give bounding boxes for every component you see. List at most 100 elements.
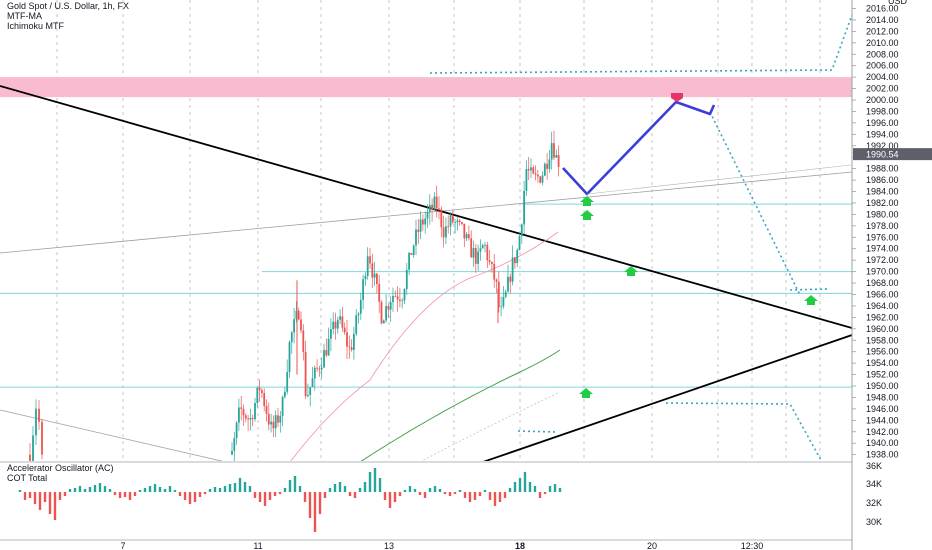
candle bbox=[249, 417, 252, 420]
histogram-bar bbox=[558, 488, 562, 492]
candle bbox=[233, 438, 236, 451]
trendline-thin bbox=[0, 409, 224, 461]
histogram-bar bbox=[113, 492, 117, 495]
histogram-bar bbox=[403, 490, 407, 492]
y-tick-label: 1960.00 bbox=[866, 324, 899, 334]
candle bbox=[504, 291, 507, 297]
histogram-bar bbox=[88, 487, 92, 492]
candle bbox=[362, 279, 364, 300]
y-tick-label: 1986.00 bbox=[866, 175, 899, 185]
histogram-bar bbox=[513, 482, 517, 492]
y-tick-label: 2002.00 bbox=[866, 84, 899, 94]
candle bbox=[481, 244, 484, 249]
histogram-bar bbox=[153, 484, 157, 492]
y-tick-label: 1954.00 bbox=[866, 358, 899, 368]
histogram-bar bbox=[228, 484, 232, 492]
forecast-dotted bbox=[789, 288, 829, 291]
candle bbox=[279, 415, 282, 423]
histogram-bar bbox=[53, 492, 57, 520]
histogram-bar bbox=[458, 490, 462, 492]
candles bbox=[29, 130, 560, 461]
y-tick-label: 2004.00 bbox=[866, 72, 899, 82]
y-tick-label: 2014.00 bbox=[866, 15, 899, 25]
histogram-bar bbox=[283, 488, 287, 492]
candle bbox=[488, 260, 491, 263]
y-tick-label: 1940.00 bbox=[866, 438, 899, 448]
y-tick-label: 1980.00 bbox=[866, 209, 899, 219]
histogram-bar bbox=[108, 489, 112, 492]
y-tick-label: 1946.00 bbox=[866, 404, 899, 414]
histogram-bar bbox=[413, 489, 417, 492]
candle bbox=[438, 208, 440, 210]
candle bbox=[557, 155, 560, 167]
histogram-bar bbox=[488, 492, 492, 500]
x-tick-label: 12:30 bbox=[741, 541, 764, 550]
histogram-bar bbox=[528, 482, 532, 492]
candle bbox=[426, 212, 429, 219]
arrow-up-icon bbox=[580, 210, 594, 220]
y-tick-label: 1994.00 bbox=[866, 129, 899, 139]
candle bbox=[474, 248, 477, 264]
histogram-bar bbox=[333, 484, 337, 492]
candle bbox=[284, 391, 286, 397]
forecast-dotted bbox=[709, 111, 801, 296]
candle bbox=[244, 415, 247, 419]
histogram-bar bbox=[18, 490, 22, 492]
candle bbox=[290, 332, 293, 343]
candle bbox=[261, 390, 263, 393]
histogram-bar bbox=[68, 489, 72, 492]
histogram-bar bbox=[203, 492, 207, 494]
candle bbox=[442, 227, 445, 238]
histogram-bar bbox=[133, 492, 137, 496]
histogram-bar bbox=[38, 492, 42, 510]
candle bbox=[313, 367, 316, 379]
candle bbox=[417, 229, 420, 232]
y-tick-label: 2016.00 bbox=[866, 4, 899, 14]
candle bbox=[346, 332, 348, 347]
candle bbox=[382, 320, 385, 324]
candle bbox=[293, 319, 295, 333]
chart-legend: Gold Spot / U.S. Dollar, 1h, FX MTF-MA I… bbox=[7, 1, 129, 31]
y-tick-label: 1966.00 bbox=[866, 290, 899, 300]
candle bbox=[525, 169, 528, 191]
histogram-bar bbox=[293, 476, 297, 492]
histogram-bar bbox=[258, 492, 262, 502]
candle bbox=[435, 196, 438, 209]
candle bbox=[431, 204, 433, 210]
y-tick-label: 1972.00 bbox=[866, 255, 899, 265]
candle bbox=[543, 163, 546, 176]
histogram-bar bbox=[518, 478, 522, 492]
histogram-bar bbox=[493, 492, 497, 506]
candle bbox=[502, 296, 505, 307]
histogram-bar bbox=[368, 472, 372, 492]
arrow-up-icon bbox=[624, 266, 638, 276]
histogram-bar bbox=[543, 492, 547, 494]
candle bbox=[497, 281, 500, 308]
candle bbox=[495, 279, 498, 282]
histogram-bar bbox=[483, 490, 487, 492]
x-tick-label: 11 bbox=[253, 541, 262, 550]
candle bbox=[555, 155, 558, 158]
candle bbox=[401, 300, 404, 302]
trendline-thin bbox=[0, 171, 852, 254]
candle bbox=[470, 238, 473, 258]
candle bbox=[511, 257, 514, 282]
candle bbox=[288, 342, 291, 373]
candle bbox=[493, 263, 496, 280]
histogram-bar bbox=[428, 488, 432, 492]
y-tick-label: 1984.00 bbox=[866, 187, 899, 197]
candle bbox=[238, 407, 240, 423]
candle bbox=[518, 236, 521, 250]
candle bbox=[468, 234, 470, 239]
histogram-bar bbox=[523, 472, 527, 492]
candle bbox=[302, 330, 305, 352]
candle bbox=[405, 269, 408, 290]
histogram-bar bbox=[408, 486, 412, 492]
histogram-bar bbox=[373, 468, 377, 492]
histogram-bar bbox=[28, 492, 32, 498]
histogram-bar bbox=[78, 486, 82, 492]
arrow-up-icon bbox=[579, 388, 593, 398]
candle bbox=[534, 173, 537, 175]
